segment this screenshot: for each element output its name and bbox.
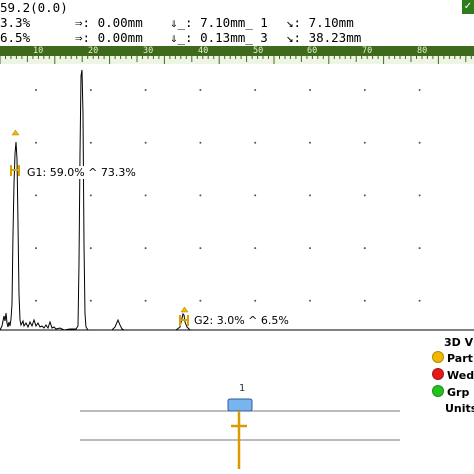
ruler-label: 20 xyxy=(88,46,99,56)
legend-item-group[interactable]: Grp xyxy=(432,385,469,399)
grid-dot xyxy=(309,247,311,250)
ruler-label: 50 xyxy=(253,46,264,56)
grid-dot xyxy=(35,194,37,197)
grid-dot xyxy=(35,247,37,250)
grid-dot xyxy=(199,247,202,250)
gate-1-marker[interactable] xyxy=(10,165,20,176)
beam-marker-icon xyxy=(231,411,247,469)
grid-dot xyxy=(309,89,311,91)
grid-dot xyxy=(199,89,202,91)
gate-2-label: G2: 3.0% ^ 6.5% xyxy=(193,314,290,327)
gate-1-label: G1: 59.0% ^ 73.3% xyxy=(26,166,137,179)
ruler-label: 70 xyxy=(362,46,373,56)
grid-dot xyxy=(144,89,147,91)
gate-2-peak-icon xyxy=(180,306,189,313)
grid-dot xyxy=(89,299,92,302)
horizontal-ruler: 10 20 30 40 50 60 70 80 xyxy=(0,46,474,64)
ruler-label: 30 xyxy=(143,46,154,56)
group-color-icon xyxy=(432,385,444,397)
probe-wedge-icon[interactable] xyxy=(227,398,253,412)
grid-dot xyxy=(89,141,92,144)
grid-dot xyxy=(418,299,421,302)
grid-dot xyxy=(309,299,311,302)
grid-dot xyxy=(199,194,202,197)
grid-dot xyxy=(144,194,147,197)
legend-units: Units xyxy=(445,402,474,415)
grid-dot xyxy=(254,194,257,197)
soundpath-readout-2: ↘: 38.23mm xyxy=(286,30,362,45)
legend-label: Part xyxy=(447,352,473,365)
grid-dot xyxy=(309,141,311,144)
grid-dot xyxy=(418,194,421,197)
ruler-label: 10 xyxy=(33,46,44,56)
grid-dot xyxy=(144,141,147,144)
grid-dot xyxy=(89,89,92,91)
legend-title: 3D V xyxy=(444,336,474,349)
depth-readout-1: ⇓̲: 7.10mm̲ 1 xyxy=(170,15,268,30)
grid-dot xyxy=(254,141,257,144)
grid-dot xyxy=(309,194,311,197)
grid-dot xyxy=(254,89,257,91)
grid-dot xyxy=(418,247,421,250)
amplitude-readout-1: 3.3% xyxy=(0,15,31,30)
grid-dot xyxy=(89,247,92,250)
grid-dot xyxy=(363,247,366,250)
grid-dot xyxy=(144,247,147,250)
ruler-label: 40 xyxy=(198,46,209,56)
part-view xyxy=(80,398,400,469)
grid-dot xyxy=(254,247,257,250)
gate-2-marker[interactable] xyxy=(179,315,189,326)
view-index-label: 1 xyxy=(239,383,246,394)
grid-dot xyxy=(254,299,257,302)
grid-dot xyxy=(418,89,421,91)
depth-readout-2: ⇓̲: 0.13mm̲ 3 xyxy=(170,30,268,45)
distance-readout-1: ⇒: 0.00mm xyxy=(75,15,143,30)
ruler-label-band: 10 20 30 40 50 60 70 80 xyxy=(0,46,474,56)
grid-dot xyxy=(35,89,37,91)
grid-dot xyxy=(199,299,202,302)
a-scan-signal xyxy=(0,69,474,331)
gain-readout: 59.2(0.0) xyxy=(0,0,68,15)
legend-label: Grp xyxy=(447,386,470,399)
ruler-ticks xyxy=(0,56,474,64)
grid-dot xyxy=(89,194,92,197)
legend-item-part[interactable]: Part xyxy=(432,351,473,365)
legend-label: Wed xyxy=(447,369,474,382)
ruler-label: 80 xyxy=(417,46,428,56)
grid-dot xyxy=(35,141,37,144)
legend-item-wedge[interactable]: Wed xyxy=(432,368,474,382)
grid-dot xyxy=(418,141,421,144)
grid-dot xyxy=(35,299,37,302)
readout-panel: 59.2(0.0) 3.3% ⇒: 0.00mm ⇓̲: 7.10mm̲ 1 ↘… xyxy=(0,0,474,46)
grid-dot xyxy=(363,299,366,302)
wedge-color-icon xyxy=(432,368,444,380)
gate-1-peak-icon xyxy=(11,129,20,136)
a-scan-plot xyxy=(0,69,474,331)
distance-readout-2: ⇒: 0.00mm xyxy=(75,30,143,45)
status-check-icon: ✓ xyxy=(462,0,474,14)
grid-dot xyxy=(363,89,366,91)
part-color-icon xyxy=(432,351,444,363)
amplitude-readout-2: 6.5% xyxy=(0,30,31,45)
grid-dot xyxy=(199,141,202,144)
grid-dot xyxy=(363,194,366,197)
soundpath-readout-1: ↘: 7.10mm xyxy=(286,15,354,30)
ruler-label: 60 xyxy=(307,46,318,56)
grid-dot xyxy=(144,299,147,302)
grid-dot xyxy=(363,141,366,144)
